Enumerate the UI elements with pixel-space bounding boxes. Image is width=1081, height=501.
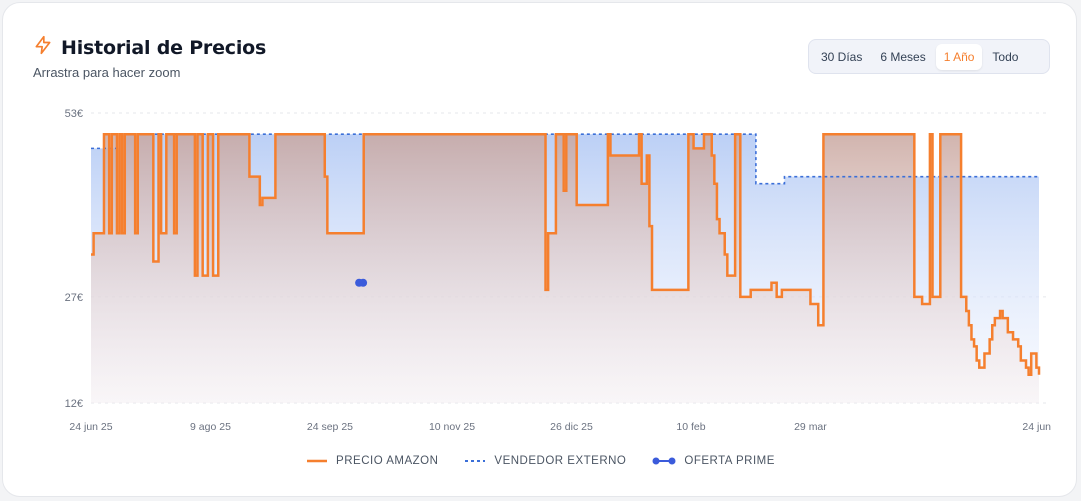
price-chart[interactable]: 53€ 27€ 12€ 24 jun 25 9 ago 25 24 sep 25 10 no… — [3, 3, 1077, 443]
legend-label-external: VENDEDOR EXTERNO — [494, 455, 627, 467]
zoom-hint: Arrastra para hacer zoom — [33, 65, 181, 80]
x-tick-label: 10 nov 25 — [429, 421, 475, 433]
legend-item-amazon[interactable]: PRECIO AMAZON — [306, 455, 438, 467]
x-tick-label: 26 dic 25 — [550, 421, 593, 433]
series-line-amazon — [91, 132, 1041, 376]
x-tick-label: 24 jun 25 — [69, 421, 112, 433]
series-line-external — [91, 133, 1039, 185]
y-tick-label: 27€ — [65, 292, 83, 304]
y-tick-label: 53€ — [65, 108, 83, 120]
dashed-line-icon — [465, 460, 486, 462]
solid-line-icon — [307, 459, 328, 463]
x-tick-label: 10 feb — [676, 421, 705, 433]
x-tick-label: 24 sep 25 — [307, 421, 353, 433]
area-amazon — [91, 134, 1039, 403]
marker-line-icon — [652, 457, 676, 465]
chart-legend: PRECIO AMAZON VENDEDOR EXTERNO OFERTA PR… — [3, 455, 1076, 467]
axis-labels: 53€ 27€ 12€ 24 jun 25 9 ago 25 24 sep 25 10 no… — [65, 108, 1052, 433]
chart-areas — [91, 134, 1039, 403]
header: Historial de Precios — [33, 35, 266, 60]
x-tick-label: 24 jun — [1022, 421, 1051, 433]
page-title: Historial de Precios — [61, 36, 267, 59]
prime-offer-marker — [359, 278, 368, 287]
range-1-year-button[interactable]: 1 Año — [935, 43, 983, 70]
legend-label-amazon: PRECIO AMAZON — [336, 455, 439, 467]
legend-label-prime: OFERTA PRIME — [684, 455, 775, 467]
legend-item-prime[interactable]: OFERTA PRIME — [652, 455, 775, 467]
range-30-days-button[interactable]: 30 Días — [821, 49, 863, 64]
x-tick-label: 29 mar — [794, 421, 827, 433]
range-6-months-button[interactable]: 6 Meses — [880, 49, 926, 64]
y-tick-label: 12€ — [65, 398, 83, 410]
lightning-icon — [33, 35, 53, 60]
range-all-button[interactable]: Todo — [992, 49, 1019, 64]
range-selector: 30 Días 6 Meses 1 Año Todo — [808, 39, 1050, 74]
x-tick-label: 9 ago 25 — [190, 421, 231, 433]
chart-lines — [91, 132, 1041, 376]
legend-item-external[interactable]: VENDEDOR EXTERNO — [464, 455, 626, 467]
